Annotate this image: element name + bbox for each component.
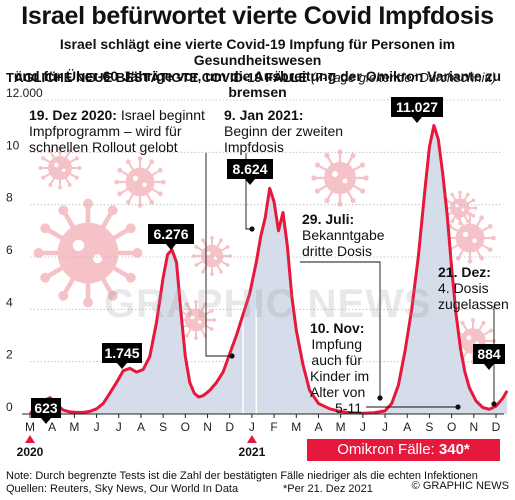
x-tick-label: J — [360, 420, 366, 434]
x-tick-label: A — [48, 420, 56, 434]
x-tick-label: J — [116, 420, 122, 434]
peak-label: 1.745 — [102, 343, 142, 369]
x-tick-label: M — [25, 420, 35, 434]
x-tick-label: F — [270, 420, 277, 434]
x-tick-label: D — [225, 420, 234, 434]
subtitle-line-1: Israel schlägt eine vierte Covid-19 Impf… — [59, 36, 456, 68]
x-tick-label: S — [425, 420, 433, 434]
annotation-text: dritte Dosis — [302, 243, 373, 259]
x-tick-label: M — [69, 420, 79, 434]
omikron-label: Omikron Fälle: — [337, 441, 435, 458]
year-label: 2020 — [17, 445, 44, 459]
annotation-fourth-dose: 21. Dez: 4. Dosis zugelassen — [438, 264, 509, 312]
year-label: 2021 — [239, 445, 266, 459]
chart-subtitle: Israel schlägt eine vierte Covid-19 Impf… — [4, 36, 511, 100]
x-tick-label: D — [492, 420, 501, 434]
peak-label: 884 — [473, 344, 505, 370]
virus-icon — [442, 190, 478, 226]
annotation-date: 19. Dez 2020: — [29, 107, 117, 123]
omikron-value: 340* — [438, 441, 470, 458]
annotation-text: Kinder im — [310, 368, 370, 384]
leader-line — [205, 153, 232, 357]
leader-dot — [249, 226, 255, 232]
virus-icon — [311, 149, 369, 207]
x-tick-label: N — [469, 420, 478, 434]
x-tick-label: J — [94, 420, 100, 434]
y-tick-label: 4 — [6, 295, 13, 309]
annotation-text: schnellen Rollout gelobt — [29, 139, 178, 155]
y-tick-label: 6 — [6, 243, 13, 257]
annotation-text: 4. Dosis — [438, 280, 489, 296]
watermark: GRAPHIC NEWS — [104, 282, 432, 326]
y-tick-label: 10 — [6, 138, 20, 152]
footer-sources: Quellen: Reuters, Sky News, Our World In… — [6, 483, 239, 495]
leader-dot — [491, 401, 497, 407]
annotation-vertical-lines — [242, 309, 258, 414]
annotation-text: Israel beginnt — [120, 107, 205, 123]
subtitle-line-2: und für Über-60-Jährige vor, um die Ausb… — [13, 68, 502, 100]
x-tick-label: O — [181, 420, 190, 434]
annotation-text: zugelassen — [438, 296, 509, 312]
year-marker — [246, 435, 257, 443]
annotation-leader-lines — [205, 153, 497, 410]
footer-footnote: *Per 21. Dez 2021 — [283, 483, 373, 495]
year-marker — [25, 435, 35, 443]
annotation-date: 21. Dez: — [438, 264, 491, 280]
x-tick-label: J — [249, 420, 255, 434]
annotation-text: Bekanntgabe — [302, 227, 385, 243]
annotation-text: auch für — [311, 352, 362, 368]
annotation-date: 9. Jan 2021: — [224, 107, 304, 123]
virus-icon — [38, 146, 82, 190]
y-tick-label: 12.000 — [6, 86, 43, 100]
peak-label: 8.624 — [227, 159, 273, 185]
annotation-text: 5-11 — [335, 400, 362, 416]
chart-heading-note: (7-Tage gleitender Durchschnitt) — [310, 70, 497, 85]
footer-note: Note: Durch begrenzte Tests ist die Zahl… — [6, 470, 478, 482]
annotation-date: 10. Nov: — [310, 320, 365, 336]
omikron-cases-box: Omikron Fälle: 340* — [307, 439, 500, 461]
annotation-vaccination-start: 19. Dez 2020: Israel beginnt Impfprogram… — [29, 107, 205, 155]
y-axis-labels: 0 2 4 6 8 10 12.000 — [6, 86, 43, 414]
peak-label: 6.276 — [148, 224, 194, 250]
leader-dot — [455, 404, 461, 410]
x-tick-label: S — [159, 420, 167, 434]
virus-icon — [191, 235, 233, 277]
chart-heading-main: TÄGLICHE NEUE BESTÄTIGTE COVID-19 FÄLLE — [6, 70, 308, 85]
annotation-text: Impfung — [311, 336, 362, 352]
annotation-children: 10. Nov: Impfung auch für Kinder im Alte… — [310, 320, 369, 416]
leader-dot — [377, 395, 383, 401]
x-tick-label: M — [336, 420, 346, 434]
virus-icon — [114, 156, 166, 208]
y-tick-label: 2 — [6, 348, 13, 362]
y-tick-label: 8 — [6, 191, 13, 205]
annotation-text: Beginn der zweiten — [224, 123, 344, 139]
annotation-second-dose: 9. Jan 2021: Beginn der zweiten Impfdosi… — [224, 107, 343, 155]
annotation-text: Impfprogramm – wird für — [29, 123, 182, 139]
peak-label: 11.027 — [391, 97, 443, 123]
cases-area — [30, 125, 508, 414]
annotation-date: 29. Juli: — [302, 211, 355, 227]
x-tick-label: J — [382, 420, 388, 434]
virus-icon — [33, 198, 143, 308]
annotation-text: Impfdosis — [224, 139, 284, 155]
x-tick-label: A — [314, 420, 322, 434]
annotation-text: Alter von — [310, 384, 366, 400]
x-tick-label: A — [403, 420, 411, 434]
leader-dot — [229, 353, 235, 359]
cases-line — [28, 124, 509, 415]
chart-title: Israel befürwortet vierte Covid Impfdosi… — [21, 2, 494, 30]
x-tick-label: O — [447, 420, 456, 434]
x-tick-label: N — [203, 420, 212, 434]
copyright: © GRAPHIC NEWS — [411, 480, 509, 492]
chart-heading: TÄGLICHE NEUE BESTÄTIGTE COVID-19 FÄLLE … — [6, 70, 515, 86]
peak-label: 623 — [31, 398, 61, 424]
x-tick-label: A — [137, 420, 145, 434]
x-tick-label: M — [291, 420, 301, 434]
y-tick-label: 0 — [6, 400, 13, 414]
leader-line — [300, 261, 381, 398]
annotation-third-dose: 29. Juli: Bekanntgabe dritte Dosis — [302, 211, 385, 259]
